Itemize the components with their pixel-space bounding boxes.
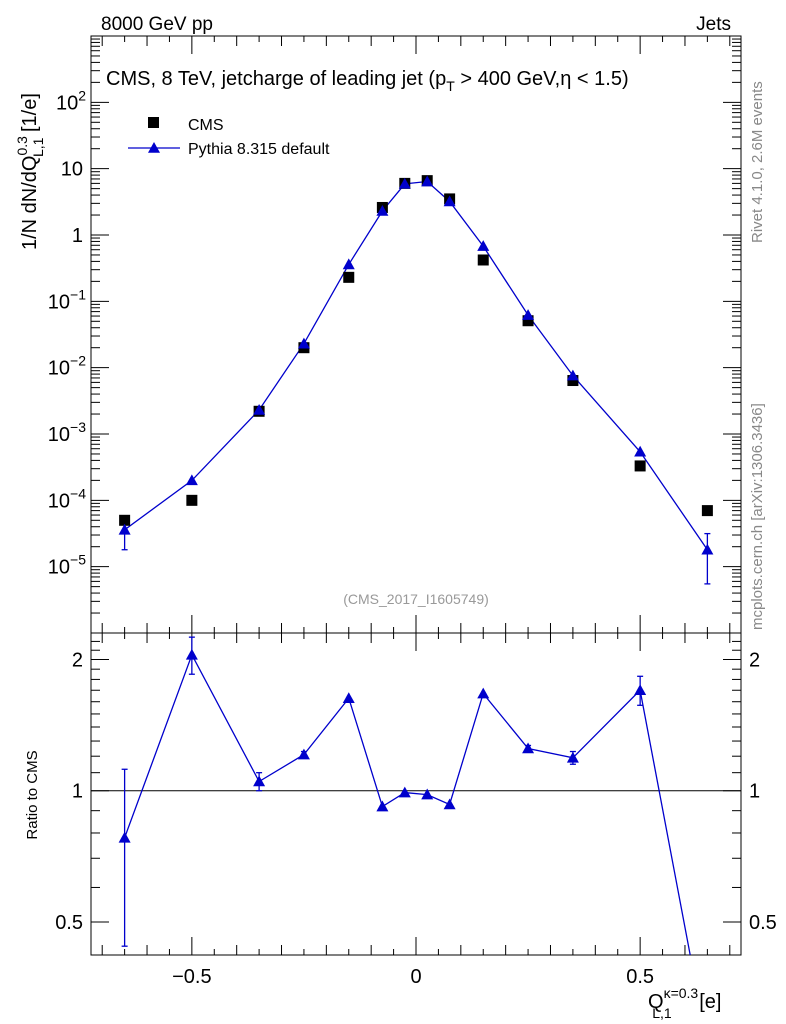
ratio-point <box>185 648 198 660</box>
pythia-point <box>398 177 411 189</box>
y-tick-label: 10−2 <box>48 353 86 380</box>
y-tick-label: 10−4 <box>48 485 86 512</box>
y-tick-label: 102 <box>56 87 86 114</box>
ratio-y-axis-label: Ratio to CMS <box>24 750 41 839</box>
pythia-point <box>701 543 714 555</box>
pythia-point <box>185 474 198 486</box>
y-tick-label: 10−3 <box>48 419 86 446</box>
ratio-y-tick-label: 2 <box>72 649 83 671</box>
x-tick-label: −0.5 <box>172 966 211 988</box>
pythia-point <box>634 445 647 457</box>
ratio-point <box>398 786 411 798</box>
cms-point <box>343 271 355 283</box>
pythia-point <box>443 195 456 207</box>
pythia-point <box>376 205 389 216</box>
ratio-point <box>443 798 456 810</box>
ratio-point <box>421 788 434 800</box>
rivet-version-label: Rivet 4.1.0, 2.6M events <box>749 81 766 243</box>
ratio-point <box>297 748 310 760</box>
cms-point <box>522 315 534 327</box>
ratio-point <box>253 775 266 787</box>
legend-cms-label: CMS <box>188 117 224 134</box>
ratio-point <box>634 684 647 696</box>
ratio-point <box>477 687 490 699</box>
pythia-point <box>566 369 579 381</box>
cms-point <box>634 460 646 472</box>
pythia-point <box>421 175 434 187</box>
ratio-y-tick-label: 0.5 <box>55 912 83 934</box>
cms-point <box>567 375 579 387</box>
ratio-point <box>376 800 389 812</box>
ratio-y-tick-label-right: 1 <box>749 781 760 803</box>
cms-point <box>186 494 198 506</box>
pythia-point <box>522 309 535 320</box>
y-tick-label: 10−1 <box>48 286 86 313</box>
legend-pythia-label: Pythia 8.315 default <box>188 141 330 158</box>
analysis-watermark: (CMS_2017_I1605749) <box>343 591 489 607</box>
y-tick-label: 10 <box>61 159 83 181</box>
ratio-y-tick-label: 1 <box>72 781 83 803</box>
chart-title: CMS, 8 TeV, jetcharge of leading jet (pT… <box>106 68 629 94</box>
ratio-point <box>522 742 535 754</box>
cms-point <box>477 254 489 266</box>
legend-pythia-marker <box>148 142 160 153</box>
y-tick-label: 10−5 <box>48 552 86 579</box>
cms-point <box>119 514 131 526</box>
pythia-point <box>253 404 266 415</box>
ratio-point <box>118 831 131 843</box>
y-axis-label: 1/N dN/dQ0.3L,1 [1/e] <box>14 93 46 250</box>
ratio-y-tick-label-right: 0.5 <box>749 912 777 934</box>
ratio-y-tick-label-right: 2 <box>749 649 760 671</box>
pythia-point <box>477 240 490 251</box>
pythia-point <box>118 523 131 535</box>
pythia-point <box>297 337 310 349</box>
cms-point <box>701 505 713 517</box>
header-right: Jets <box>696 14 731 35</box>
x-tick-label: 0 <box>410 966 421 988</box>
mcplots-source-label: mcplots.cern.ch [arXiv:1306.3436] <box>749 403 766 630</box>
ratio-point <box>566 751 579 763</box>
ratio-point <box>342 692 355 704</box>
pythia-point <box>342 258 355 270</box>
pythia-series-line <box>124 180 708 551</box>
x-tick-label: 0.5 <box>626 966 654 988</box>
y-tick-label: 1 <box>72 225 83 247</box>
legend-cms-marker <box>148 117 159 128</box>
x-axis-label: Qκ=0.3 L,1 [e] <box>648 985 721 1021</box>
chart-layer: −0.5 0 0.5 10−5 10−4 10−3 10−2 10−1 1 10 102 0.5 0.5… <box>14 35 777 1021</box>
ratio-series-line <box>123 653 691 956</box>
header-left: 8000 GeV pp <box>101 14 213 35</box>
